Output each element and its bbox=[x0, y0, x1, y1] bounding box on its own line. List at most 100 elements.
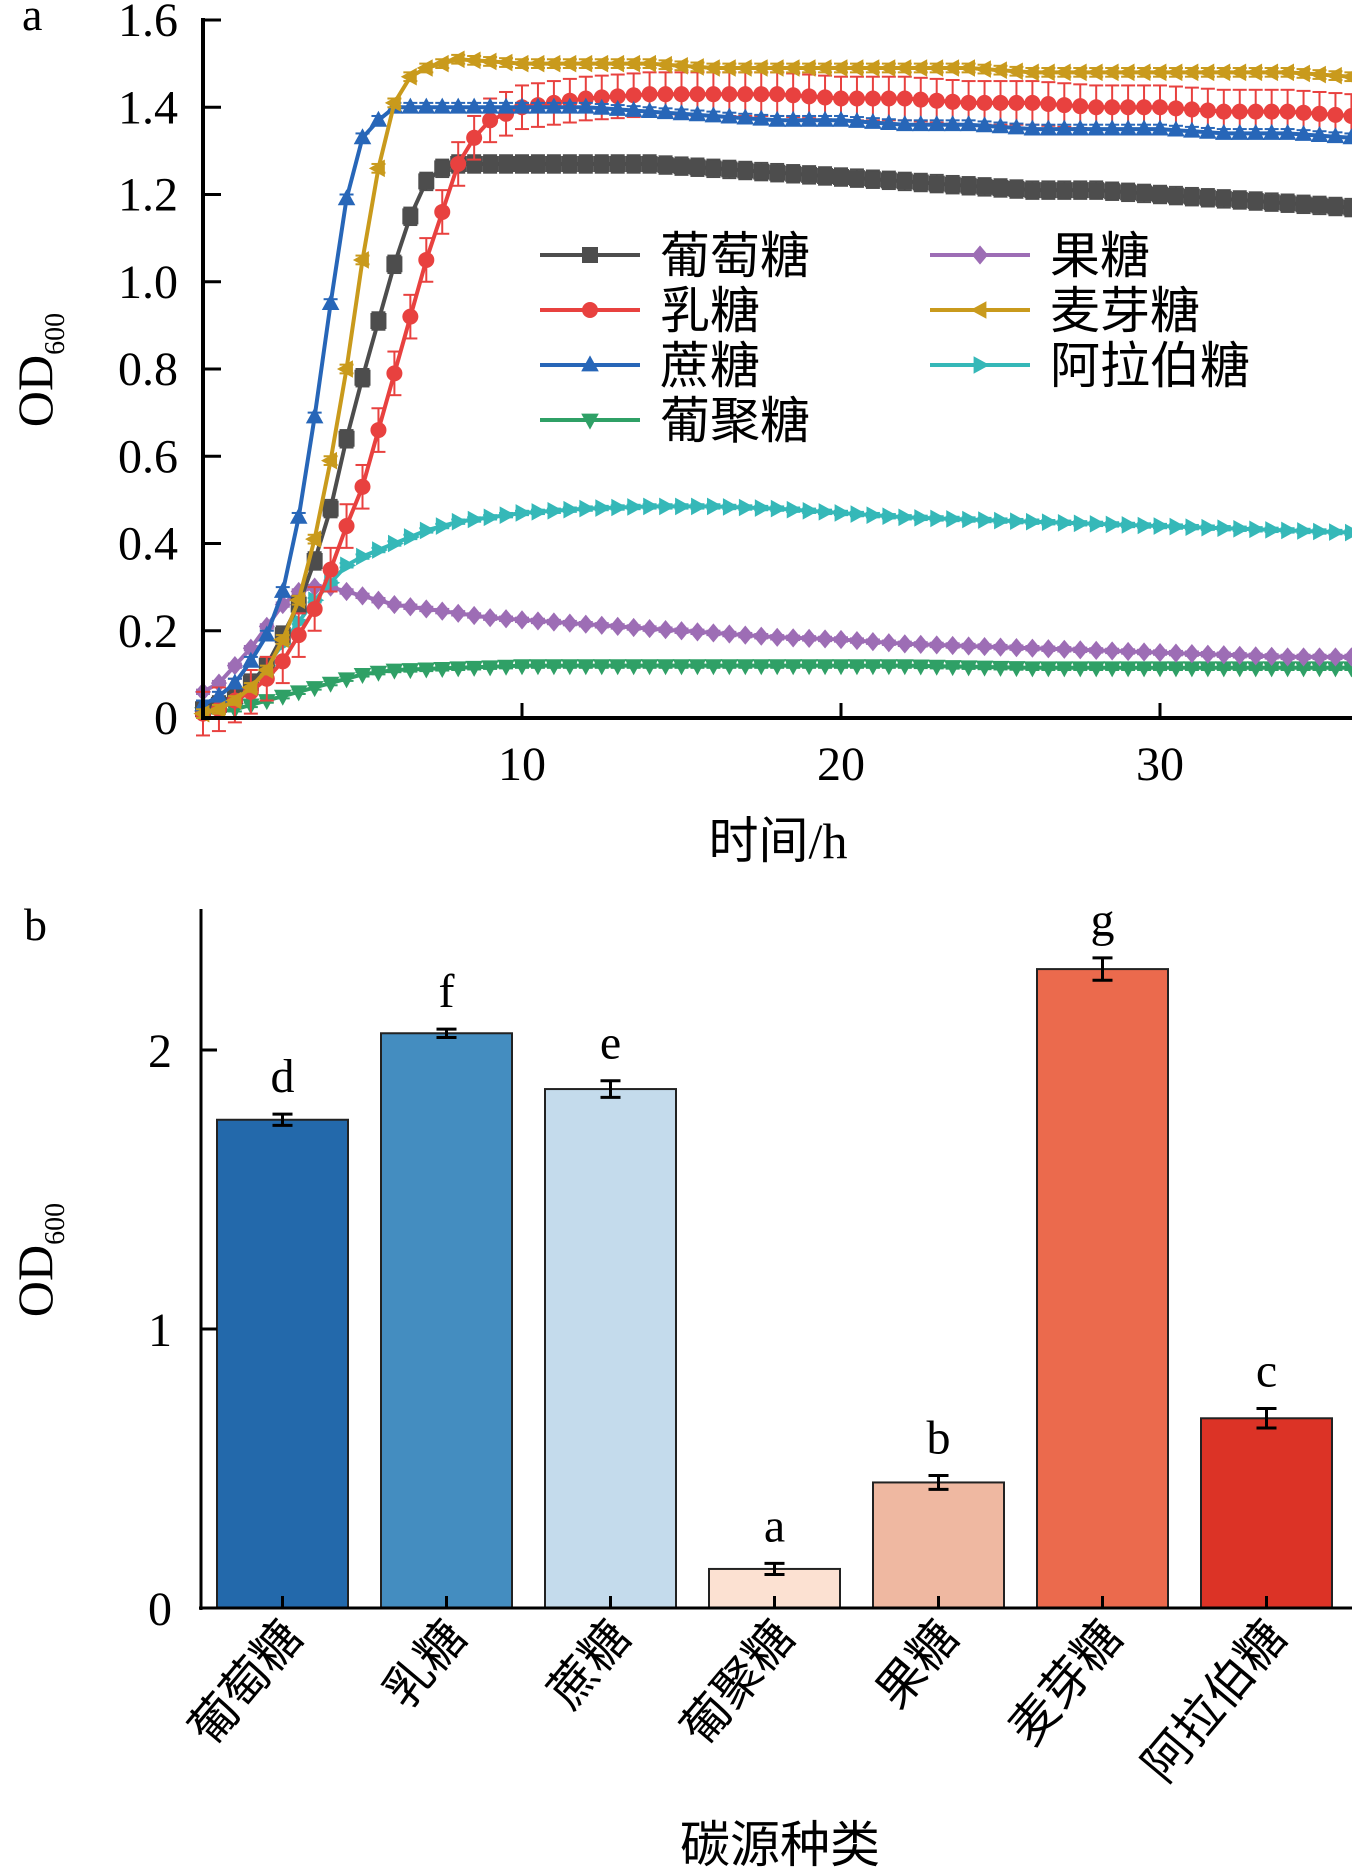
data-point bbox=[720, 659, 739, 676]
data-point bbox=[1088, 99, 1105, 116]
bar-group: a bbox=[708, 1499, 841, 1609]
data-point bbox=[801, 166, 818, 183]
legend-label: 乳糖 bbox=[660, 282, 760, 340]
data-point bbox=[1199, 189, 1216, 206]
data-point bbox=[515, 504, 532, 522]
data-point bbox=[673, 86, 690, 103]
data-point bbox=[1056, 97, 1073, 114]
panel-a-label: a bbox=[22, 0, 42, 40]
data-point bbox=[719, 59, 736, 77]
data-point bbox=[1040, 182, 1057, 199]
data-point bbox=[752, 109, 771, 126]
bar bbox=[1200, 1417, 1333, 1610]
data-point bbox=[944, 635, 961, 656]
data-point bbox=[898, 508, 915, 527]
data-point bbox=[832, 659, 850, 676]
data-point bbox=[209, 700, 226, 719]
data-point bbox=[258, 625, 276, 642]
data-point bbox=[786, 500, 803, 519]
data-point bbox=[482, 155, 499, 172]
data-point bbox=[369, 665, 388, 682]
data-point bbox=[337, 672, 356, 689]
bar-group: g bbox=[1036, 894, 1169, 1609]
data-point bbox=[866, 506, 883, 524]
significance-letter: c bbox=[1256, 1345, 1277, 1398]
data-point bbox=[848, 170, 865, 187]
data-point bbox=[752, 659, 771, 676]
data-point bbox=[1262, 63, 1279, 82]
data-point bbox=[1262, 123, 1281, 140]
data-point bbox=[1103, 119, 1121, 136]
data-point bbox=[561, 613, 578, 633]
legend-marker bbox=[581, 413, 599, 430]
data-point bbox=[242, 651, 260, 668]
data-point bbox=[385, 663, 404, 680]
legend-label: 葡萄糖 bbox=[660, 227, 810, 285]
data-point bbox=[1278, 63, 1294, 82]
data-point bbox=[388, 534, 404, 553]
data-point bbox=[768, 659, 786, 676]
data-point bbox=[959, 115, 978, 132]
data-point bbox=[369, 110, 388, 127]
data-point bbox=[322, 561, 339, 578]
data-point bbox=[643, 497, 660, 516]
b-y-tick-label: 2 bbox=[148, 1025, 172, 1078]
data-point bbox=[1199, 644, 1216, 664]
data-point bbox=[833, 629, 849, 650]
a-x-tick-label: 30 bbox=[1136, 738, 1184, 791]
data-point bbox=[625, 617, 642, 638]
data-point bbox=[641, 86, 658, 103]
legend-marker bbox=[582, 302, 598, 318]
data-point bbox=[402, 208, 419, 225]
data-point bbox=[927, 115, 946, 132]
data-point bbox=[481, 660, 499, 677]
a-y-tick-label: 1.6 bbox=[118, 0, 178, 47]
data-point bbox=[1119, 119, 1137, 136]
data-point bbox=[368, 159, 385, 178]
bar-group: b bbox=[872, 1411, 1005, 1609]
data-point bbox=[1199, 661, 1217, 678]
data-point bbox=[1040, 95, 1057, 112]
data-point bbox=[608, 99, 627, 116]
a-x-axis-title: 时间/h bbox=[709, 813, 848, 869]
legend-item: 乳糖 bbox=[540, 282, 760, 340]
data-point bbox=[417, 97, 436, 114]
significance-letter: g bbox=[1091, 894, 1115, 947]
a-y-tick-label: 1.4 bbox=[118, 81, 178, 134]
data-point bbox=[656, 103, 675, 120]
data-point bbox=[1088, 182, 1105, 199]
data-point bbox=[1134, 63, 1151, 82]
data-point bbox=[1215, 103, 1232, 120]
data-point bbox=[992, 179, 1009, 196]
data-point bbox=[577, 614, 594, 634]
data-point bbox=[880, 90, 897, 107]
data-point bbox=[1039, 661, 1058, 678]
data-point bbox=[1024, 638, 1041, 658]
data-point bbox=[1247, 193, 1264, 210]
a-x-tick-label: 10 bbox=[498, 738, 546, 791]
data-point bbox=[449, 97, 467, 114]
data-point bbox=[1087, 119, 1105, 136]
data-point bbox=[991, 660, 1010, 677]
data-point bbox=[769, 164, 786, 181]
data-point bbox=[1057, 513, 1074, 532]
data-point bbox=[292, 613, 309, 631]
data-point bbox=[354, 369, 371, 386]
data-point bbox=[880, 172, 897, 189]
data-point bbox=[1343, 647, 1352, 667]
data-point bbox=[1246, 123, 1265, 140]
data-point bbox=[1071, 661, 1090, 678]
data-point bbox=[707, 497, 723, 516]
data-point bbox=[1199, 122, 1217, 139]
data-point bbox=[1137, 516, 1154, 535]
data-point bbox=[802, 501, 819, 520]
data-point bbox=[560, 54, 577, 73]
data-point bbox=[975, 116, 994, 133]
data-point bbox=[435, 517, 452, 535]
data-point bbox=[577, 155, 594, 172]
data-point bbox=[290, 627, 307, 644]
data-point bbox=[529, 611, 546, 631]
data-point bbox=[321, 676, 340, 693]
